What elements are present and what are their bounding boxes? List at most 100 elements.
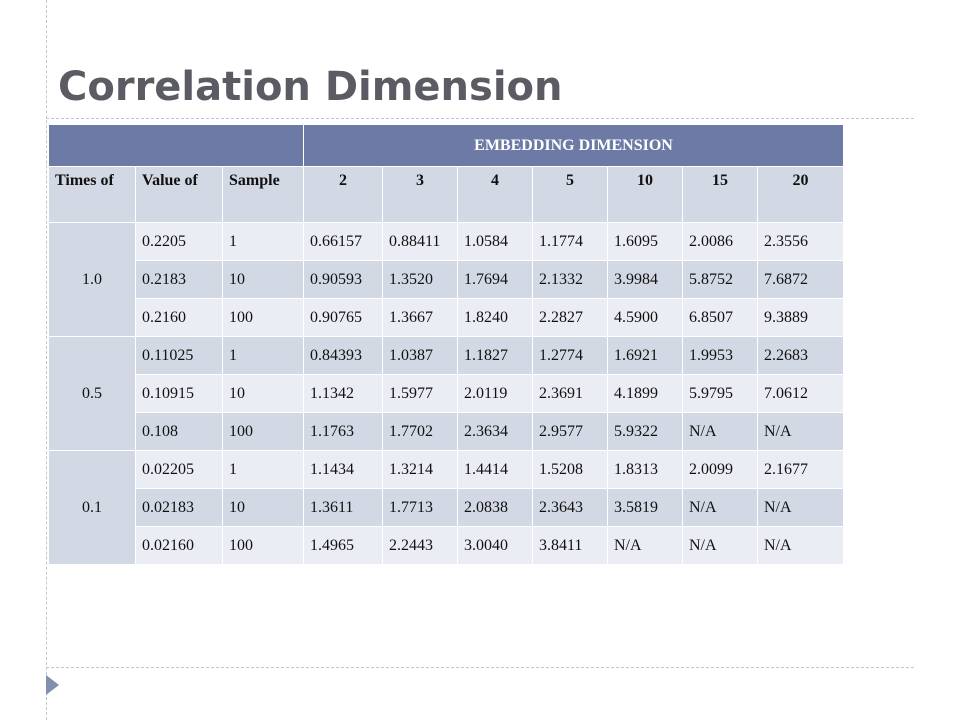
table-cell: 1.1434 <box>303 450 383 489</box>
table-cell: 0.84393 <box>303 336 383 375</box>
table-cell: 1.8313 <box>607 450 683 489</box>
table-cell: 7.0612 <box>757 374 844 413</box>
slide-bullet-arrow-icon <box>46 675 59 695</box>
table-cell: 1.1763 <box>303 412 383 451</box>
table-cell: 1.6921 <box>607 336 683 375</box>
slide-title: Correlation Dimension <box>58 64 563 110</box>
table-header-row-top: EMBEDDING DIMENSION <box>48 124 844 167</box>
table-cell: 9.3889 <box>757 298 844 337</box>
table-cell: 3.0040 <box>457 526 533 565</box>
table-cell: 2.3643 <box>532 488 608 527</box>
header-dim-3: 3 <box>382 166 458 223</box>
table-row: 0.108 100 1.1763 1.7702 2.3634 2.9577 5.… <box>49 412 844 451</box>
header-dim-2: 2 <box>303 166 383 223</box>
embedding-dimension-header: EMBEDDING DIMENSION <box>303 124 844 167</box>
table-cell: 0.90765 <box>303 298 383 337</box>
table-cell: 1.7702 <box>382 412 458 451</box>
header-times-of: Times of <box>48 166 136 223</box>
table-cell: 2.9577 <box>532 412 608 451</box>
table-cell: 2.3691 <box>532 374 608 413</box>
table-row: 0.02183 10 1.3611 1.7713 2.0838 2.3643 3… <box>49 488 844 527</box>
table-row: 0.2183 10 0.90593 1.3520 1.7694 2.1332 3… <box>49 260 844 299</box>
table-row: 0.2160 100 0.90765 1.3667 1.8240 2.2827 … <box>49 298 844 337</box>
table-cell: 2.1677 <box>757 450 844 489</box>
table-cell: 1.9953 <box>682 336 758 375</box>
table-cell: 0.2205 <box>135 222 223 261</box>
table-cell: 0.88411 <box>382 222 458 261</box>
table-cell: 2.0099 <box>682 450 758 489</box>
table-cell: 0.10915 <box>135 374 223 413</box>
table-cell: 1.7713 <box>382 488 458 527</box>
table-cell: 0.66157 <box>303 222 383 261</box>
table-cell: 100 <box>222 412 304 451</box>
table-cell: 0.02183 <box>135 488 223 527</box>
table-cell: 1.3214 <box>382 450 458 489</box>
table-cell: 1 <box>222 450 304 489</box>
table-cell: 3.8411 <box>532 526 608 565</box>
table-cell: 0.90593 <box>303 260 383 299</box>
table-cell: 2.0838 <box>457 488 533 527</box>
table-cell: 3.9984 <box>607 260 683 299</box>
table-cell: 1.4414 <box>457 450 533 489</box>
table-cell: 2.0119 <box>457 374 533 413</box>
table-cell: 1.1342 <box>303 374 383 413</box>
table-cell: 5.9795 <box>682 374 758 413</box>
table-cell: 1.0387 <box>382 336 458 375</box>
table-cell: 1.2774 <box>532 336 608 375</box>
table-cell: 2.0086 <box>682 222 758 261</box>
table-cell: N/A <box>682 488 758 527</box>
correlation-dimension-table: EMBEDDING DIMENSION Times of Value of Sa… <box>48 124 844 565</box>
table-cell: N/A <box>757 526 844 565</box>
table-cell: 1.8240 <box>457 298 533 337</box>
table-cell: 2.2443 <box>382 526 458 565</box>
title-divider-line <box>46 118 914 119</box>
table-cell: 5.9322 <box>607 412 683 451</box>
header-blank-cell <box>48 124 304 167</box>
table-cell: 4.5900 <box>607 298 683 337</box>
table-cell: 0.02205 <box>135 450 223 489</box>
header-dim-10: 10 <box>607 166 683 223</box>
table-cell: 1.3667 <box>382 298 458 337</box>
table-cell: 3.5819 <box>607 488 683 527</box>
group-label: 1.0 <box>48 222 136 337</box>
table-cell: 0.2183 <box>135 260 223 299</box>
left-guide-line <box>46 0 47 720</box>
table-cell: 1.3611 <box>303 488 383 527</box>
table-cell: N/A <box>757 412 844 451</box>
table-cell: 2.2827 <box>532 298 608 337</box>
table-cell: 1 <box>222 336 304 375</box>
table-cell: 1.6095 <box>607 222 683 261</box>
table-cell: 2.3634 <box>457 412 533 451</box>
table-cell: 1.7694 <box>457 260 533 299</box>
table-cell: 10 <box>222 488 304 527</box>
header-dim-4: 4 <box>457 166 533 223</box>
table-row: 0.10915 10 1.1342 1.5977 2.0119 2.3691 4… <box>49 374 844 413</box>
header-value-of: Value of <box>135 166 223 223</box>
table-cell: 1.5977 <box>382 374 458 413</box>
group-label: 0.1 <box>48 450 136 565</box>
table-cell: 0.2160 <box>135 298 223 337</box>
table-cell: 5.8752 <box>682 260 758 299</box>
table-cell: 100 <box>222 526 304 565</box>
table-cell: N/A <box>607 526 683 565</box>
table-cell: 1 <box>222 222 304 261</box>
table-cell: 2.3556 <box>757 222 844 261</box>
group-label: 0.5 <box>48 336 136 451</box>
table-row: 0.1 0.02205 1 1.1434 1.3214 1.4414 1.520… <box>48 450 844 565</box>
table-cell: 6.8507 <box>682 298 758 337</box>
header-sample: Sample <box>222 166 304 223</box>
header-dim-5: 5 <box>532 166 608 223</box>
table-cell: N/A <box>757 488 844 527</box>
table-cell: 1.1774 <box>532 222 608 261</box>
table-cell: 0.02160 <box>135 526 223 565</box>
table-cell: N/A <box>682 412 758 451</box>
table-row: 1.0 0.2205 1 0.66157 0.88411 1.0584 1.17… <box>48 222 844 337</box>
table-row: 0.5 0.11025 1 0.84393 1.0387 1.1827 1.27… <box>48 336 844 451</box>
table-cell: 1.5208 <box>532 450 608 489</box>
table-cell: 4.1899 <box>607 374 683 413</box>
header-dim-15: 15 <box>682 166 758 223</box>
table-cell: 0.11025 <box>135 336 223 375</box>
table-cell: 2.1332 <box>532 260 608 299</box>
header-dim-20: 20 <box>757 166 844 223</box>
footer-divider-line <box>46 667 914 668</box>
